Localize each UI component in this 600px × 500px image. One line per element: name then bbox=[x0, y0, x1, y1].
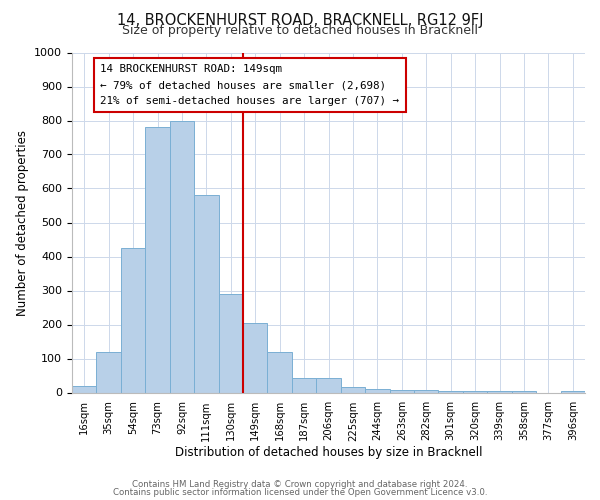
Bar bbox=[316, 378, 341, 392]
Text: Size of property relative to detached houses in Bracknell: Size of property relative to detached ho… bbox=[122, 24, 478, 37]
Bar bbox=[414, 390, 439, 392]
Bar bbox=[268, 352, 292, 393]
Bar bbox=[365, 389, 389, 392]
Bar bbox=[439, 391, 463, 392]
Bar bbox=[97, 352, 121, 393]
Text: 14, BROCKENHURST ROAD, BRACKNELL, RG12 9FJ: 14, BROCKENHURST ROAD, BRACKNELL, RG12 9… bbox=[117, 12, 483, 28]
Bar bbox=[389, 390, 414, 392]
Bar bbox=[243, 323, 268, 392]
Text: 14 BROCKENHURST ROAD: 149sqm
← 79% of detached houses are smaller (2,698)
21% of: 14 BROCKENHURST ROAD: 149sqm ← 79% of de… bbox=[100, 64, 399, 106]
X-axis label: Distribution of detached houses by size in Bracknell: Distribution of detached houses by size … bbox=[175, 446, 482, 459]
Text: Contains HM Land Registry data © Crown copyright and database right 2024.: Contains HM Land Registry data © Crown c… bbox=[132, 480, 468, 489]
Bar bbox=[512, 391, 536, 392]
Bar bbox=[341, 388, 365, 392]
Bar bbox=[463, 391, 487, 392]
Bar bbox=[170, 120, 194, 392]
Bar bbox=[218, 294, 243, 392]
Bar bbox=[560, 391, 585, 392]
Bar bbox=[121, 248, 145, 392]
Bar bbox=[72, 386, 97, 392]
Text: Contains public sector information licensed under the Open Government Licence v3: Contains public sector information licen… bbox=[113, 488, 487, 497]
Y-axis label: Number of detached properties: Number of detached properties bbox=[16, 130, 29, 316]
Bar bbox=[194, 196, 218, 392]
Bar bbox=[292, 378, 316, 392]
Bar bbox=[145, 128, 170, 392]
